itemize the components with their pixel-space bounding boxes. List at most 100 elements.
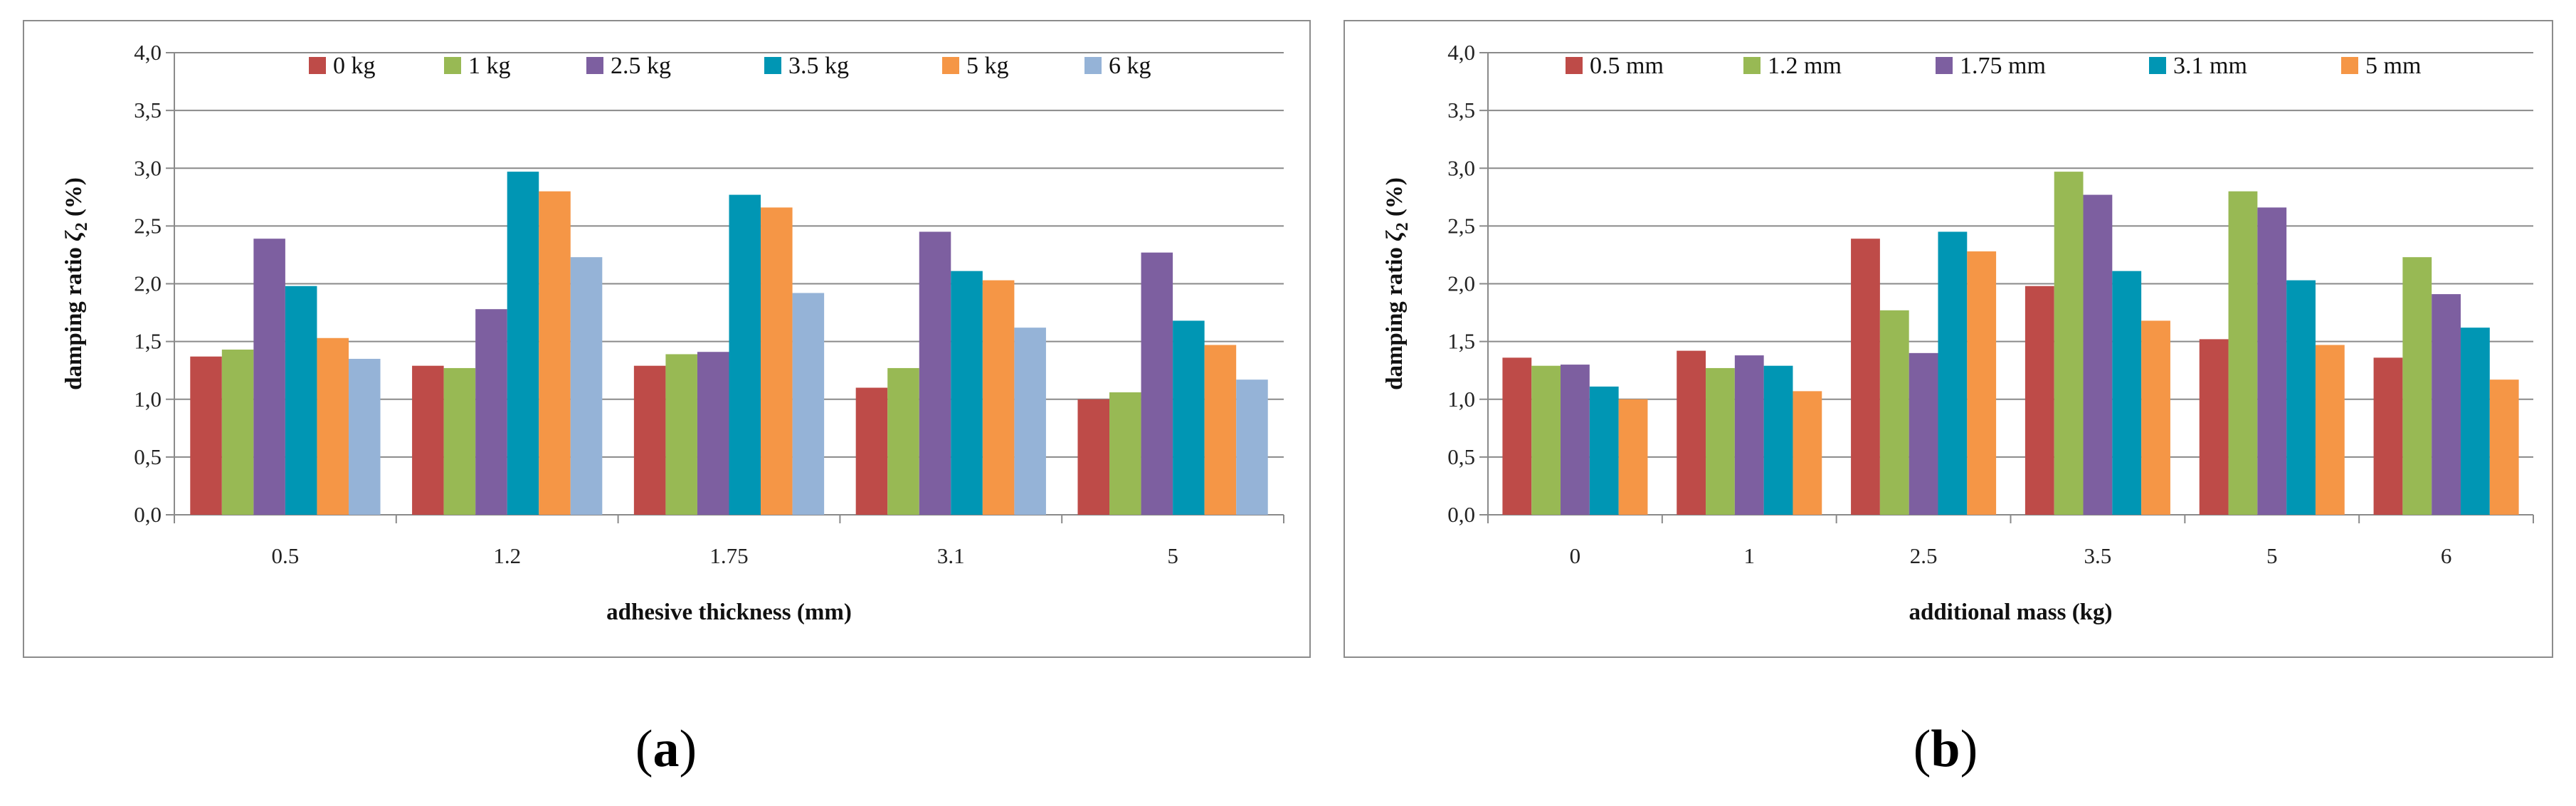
- chart-a-bar: [1109, 392, 1141, 515]
- chart-b-bar: [2054, 172, 2084, 515]
- chart-b-bar: [2141, 320, 2170, 515]
- chart-a-y-axis-title-main: damping ratio: [61, 241, 87, 390]
- chart-a-bar: [951, 271, 983, 515]
- chart-b-bar: [2315, 345, 2345, 515]
- chart-b-y-tick-label: 1,5: [1447, 329, 1475, 354]
- bar-chart-a: 0,0 0,5 1,0 1,5 2,0 2,5 3,0 3,5 4,0 0.5 1.2 1.75 3.1…: [61, 40, 1284, 625]
- chart-b-bar: [1879, 310, 1909, 515]
- chart-b-y-tick-label: 2,5: [1447, 213, 1475, 238]
- chart-a-x-tick-label: 5: [1167, 543, 1178, 568]
- chart-b-legend-label: 0.5 mm: [1590, 53, 1664, 79]
- chart-a-bar: [887, 367, 919, 515]
- caption-a-letter: a: [653, 720, 680, 778]
- chart-a-x-tick-label: 1.2: [493, 543, 521, 568]
- chart-a-x-tick-label: 0.5: [272, 543, 300, 568]
- chart-b-bar: [2373, 357, 2403, 515]
- chart-a-legend-label: 2.5 kg: [611, 53, 671, 79]
- chart-a-legend-swatch: [309, 57, 326, 74]
- chart-b-bar: [1851, 239, 1880, 515]
- chart-a-y-tick-label: 0,0: [134, 502, 162, 527]
- chart-a-y-axis-title-unit: (%): [61, 177, 87, 222]
- chart-a-bar: [253, 239, 285, 515]
- chart-b-y-tick-label: 0,5: [1447, 444, 1475, 469]
- chart-b-legend-label: 5 mm: [2365, 53, 2421, 79]
- chart-b-bar: [1734, 355, 1764, 515]
- chart-b-bar: [1763, 365, 1793, 515]
- chart-a-legend-swatch: [764, 57, 781, 74]
- bar-chart-b: 0,0 0,5 1,0 1,5 2,0 2,5 3,0 3,5 4,0 0 1 2.5 3.5 5 6 add…: [1382, 40, 2534, 625]
- chart-b-x-tick-label: 2.5: [1910, 543, 1938, 568]
- chart-panel-a: 0,0 0,5 1,0 1,5 2,0 2,5 3,0 3,5 4,0 0.5 1.2 1.75 3.1…: [23, 20, 1311, 658]
- chart-b-y-tick-label: 1,0: [1447, 387, 1475, 412]
- chart-a-bar: [443, 367, 476, 515]
- chart-a-bar: [1204, 345, 1237, 515]
- caption-a-open: (: [635, 720, 653, 778]
- chart-b-bar: [2257, 207, 2287, 515]
- caption-b-letter: b: [1931, 720, 1960, 778]
- chart-b-y-tick-label: 3,0: [1447, 155, 1475, 180]
- chart-b-y-axis-title-unit: (%): [1382, 177, 1408, 222]
- chart-b-x-tick-label: 3.5: [2084, 543, 2112, 568]
- chart-b-y-tick-label: 0,0: [1447, 502, 1475, 527]
- chart-a-bar: [792, 293, 825, 515]
- chart-b-legend-swatch: [1936, 57, 1953, 74]
- chart-b-x-tick-label: 0: [1570, 543, 1581, 568]
- chart-a-bar: [1173, 320, 1205, 515]
- chart-a-legend-swatch: [1084, 57, 1102, 74]
- chart-a-bar: [348, 358, 381, 515]
- chart-b-bar: [2489, 380, 2519, 515]
- chart-a-bar: [665, 354, 697, 515]
- caption-a: (a): [595, 719, 737, 780]
- chart-a-legend-label: 3.5 kg: [788, 53, 849, 79]
- chart-b-bar: [2228, 191, 2258, 515]
- chart-a-bar: [1014, 328, 1046, 515]
- chart-a-bar: [855, 387, 888, 515]
- chart-a-legend-label: 0 kg: [333, 53, 376, 79]
- chart-b-legend-swatch: [2341, 57, 2358, 74]
- chart-a-legend-label: 6 kg: [1109, 53, 1151, 79]
- chart-b-legend-swatch: [1743, 57, 1761, 74]
- chart-a-legend-swatch: [444, 57, 461, 74]
- chart-a-bar: [729, 194, 761, 515]
- chart-a-bar: [317, 337, 349, 515]
- chart-b-bar: [1502, 357, 1532, 515]
- chart-a-x-tick-label: 3.1: [937, 543, 965, 568]
- chart-b-y-axis-title: damping ratio ζ2 (%): [1382, 177, 1412, 390]
- chart-a-y-axis-title-sub: 2: [73, 222, 91, 231]
- chart-a-bar: [507, 172, 539, 515]
- chart-b-bar: [1618, 399, 1648, 515]
- chart-a-bar: [221, 349, 254, 515]
- chart-b-x-tick-label: 1: [1744, 543, 1756, 568]
- chart-a-legend-swatch: [586, 57, 603, 74]
- chart-a-bar: [1141, 252, 1173, 515]
- chart-b-legend-swatch: [2149, 57, 2166, 74]
- chart-a-bar: [1236, 380, 1268, 515]
- chart-b-bar: [2199, 339, 2229, 515]
- chart-b-bar: [1938, 231, 1968, 515]
- caption-b: (b): [1874, 719, 2017, 780]
- chart-a-x-axis-title: adhesive thickness (mm): [606, 600, 852, 625]
- chart-a-y-tick-label: 1,0: [134, 387, 162, 412]
- chart-a-bar: [412, 365, 444, 515]
- chart-b-y-axis-title-symbol: ζ: [1382, 230, 1408, 241]
- chart-b-bar: [1677, 350, 1706, 515]
- chart-b-bar: [1793, 391, 1822, 515]
- chart-a-y-tick-label: 1,5: [134, 329, 162, 354]
- chart-b-legend-swatch: [1566, 57, 1583, 74]
- chart-a-bar: [570, 257, 603, 515]
- chart-b-y-tick-label: 3,5: [1447, 98, 1475, 122]
- caption-a-close: ): [679, 720, 697, 778]
- chart-b-bar: [2432, 294, 2461, 515]
- chart-a-bar: [919, 231, 951, 515]
- chart-b-bar: [1531, 365, 1561, 515]
- chart-a-bar: [190, 356, 222, 515]
- chart-a-bar: [1077, 399, 1110, 515]
- chart-a-legend-label: 5 kg: [966, 53, 1009, 79]
- chart-a-x-tick-label: 1.75: [709, 543, 748, 568]
- chart-b-x-tick-label: 6: [2441, 543, 2452, 568]
- chart-a-y-tick-label: 2,5: [134, 213, 162, 238]
- chart-b-bar: [2025, 286, 2054, 515]
- caption-b-open: (: [1913, 720, 1931, 778]
- chart-a-y-tick-label: 2,0: [134, 271, 162, 296]
- chart-b-bar: [2083, 194, 2113, 515]
